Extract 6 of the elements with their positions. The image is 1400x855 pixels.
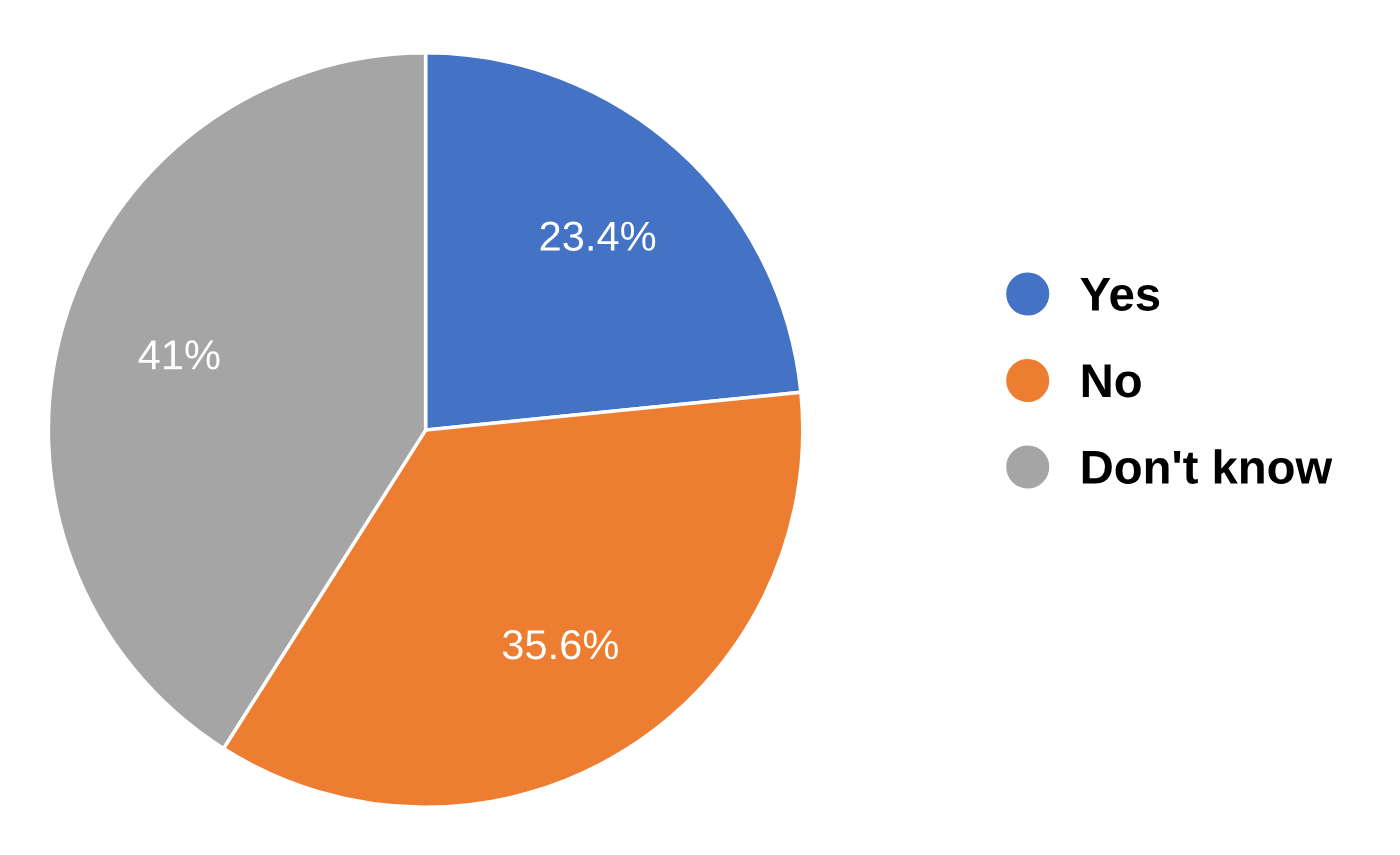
data-label: 23.4% <box>540 221 656 251</box>
data-label: 41% <box>138 340 220 370</box>
legend-label: Don't know <box>1082 449 1333 484</box>
legend-label: No <box>1082 364 1141 398</box>
legend-label: Yes <box>1080 277 1160 311</box>
data-label: 35.6% <box>502 630 618 660</box>
